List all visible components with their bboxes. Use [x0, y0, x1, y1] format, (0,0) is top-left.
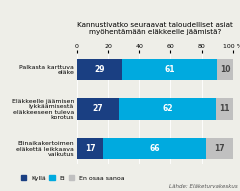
Bar: [77, 138, 103, 159]
Text: 62: 62: [162, 104, 173, 113]
Bar: [216, 98, 233, 120]
Bar: [122, 58, 217, 80]
Text: 29: 29: [94, 65, 105, 74]
Title: Kannustivatko seuraavat taloudelliset asiat
myöhentämään eläkkeelle jäämistä?: Kannustivatko seuraavat taloudelliset as…: [77, 22, 233, 35]
Bar: [217, 58, 233, 80]
Text: 11: 11: [219, 104, 229, 113]
Bar: [119, 98, 216, 120]
Legend: Kyllä, Ei, En osaa sanoa: Kyllä, Ei, En osaa sanoa: [21, 175, 125, 181]
Text: 61: 61: [164, 65, 175, 74]
Text: 10: 10: [220, 65, 230, 74]
Bar: [77, 58, 122, 80]
Text: 17: 17: [85, 144, 95, 153]
Bar: [77, 98, 119, 120]
Text: Lähde: Eläketurvakeskus: Lähde: Eläketurvakeskus: [169, 184, 238, 189]
Text: 17: 17: [214, 144, 225, 153]
Bar: [103, 138, 206, 159]
Bar: [206, 138, 233, 159]
Text: 66: 66: [150, 144, 160, 153]
Text: 27: 27: [93, 104, 103, 113]
